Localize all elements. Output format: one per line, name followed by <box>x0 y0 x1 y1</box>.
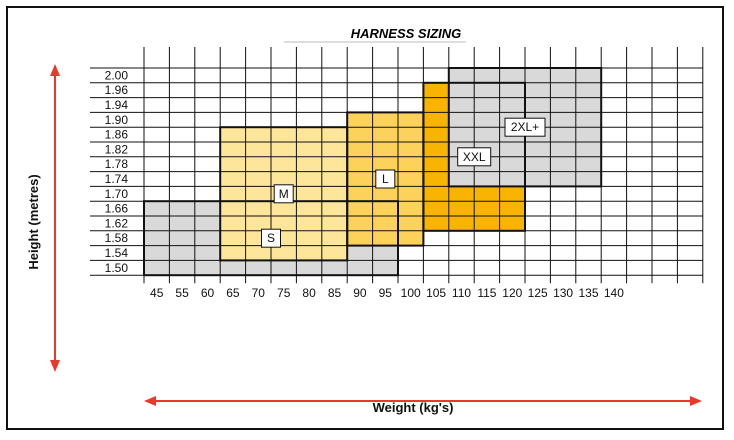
y-tick-label: 1.94 <box>105 98 129 112</box>
x-tick-label: 130 <box>553 286 573 300</box>
x-tick-label: 135 <box>578 286 598 300</box>
y-tick-label: 1.74 <box>105 172 129 186</box>
y-tick-label: 2.00 <box>105 68 129 82</box>
y-tick-label: 1.66 <box>105 202 129 216</box>
size-labels: S M L XXL 2XL+ <box>261 117 546 248</box>
x-tick-label: 100 <box>401 286 421 300</box>
x-axis-arrow <box>144 396 702 406</box>
y-axis-arrow <box>50 64 60 372</box>
y-tick-label: 1.78 <box>105 157 129 171</box>
y-tick-label: 1.70 <box>105 187 129 201</box>
x-tick-label: 140 <box>604 286 624 300</box>
grid-lines <box>90 47 704 284</box>
x-tick-label: 105 <box>426 286 446 300</box>
y-tick-label: 1.96 <box>105 83 129 97</box>
x-tick-label: 115 <box>477 286 496 300</box>
x-tick-label: 55 <box>175 286 189 300</box>
x-tick-label: 85 <box>328 286 342 300</box>
svg-text:L: L <box>382 172 389 186</box>
size-label-xxl: XXL <box>457 147 492 167</box>
size-label-l: L <box>375 169 396 189</box>
tick-labels: 2.001.961.941.901.861.821.781.741.701.66… <box>105 68 625 300</box>
x-tick-label: 110 <box>452 286 471 300</box>
y-tick-label: 1.58 <box>105 231 129 245</box>
x-tick-label: 60 <box>201 286 215 300</box>
y-tick-label: 1.82 <box>105 142 129 156</box>
x-axis-title: Weight (kg's) <box>373 400 454 415</box>
x-tick-label: 70 <box>252 286 266 300</box>
svg-text:S: S <box>267 231 275 245</box>
size-label-m: M <box>273 184 294 204</box>
y-tick-label: 1.90 <box>105 113 129 127</box>
svg-text:XXL: XXL <box>463 150 486 164</box>
y-tick-label: 1.62 <box>105 216 129 230</box>
svg-text:2XL+: 2XL+ <box>511 120 539 134</box>
x-tick-label: 65 <box>226 286 240 300</box>
x-tick-label: 125 <box>528 286 548 300</box>
size-label-2xl-plus: 2XL+ <box>504 117 546 137</box>
y-tick-label: 1.86 <box>105 128 129 142</box>
x-tick-label: 120 <box>502 286 522 300</box>
y-tick-label: 1.54 <box>105 246 129 260</box>
size-outline-s <box>143 200 399 277</box>
chart-title: HARNESS SIZING <box>351 26 462 41</box>
x-tick-label: 95 <box>379 286 393 300</box>
y-axis-title: Height (metres) <box>26 174 41 269</box>
y-tick-label: 1.50 <box>105 261 129 275</box>
size-outline-xxl <box>422 81 526 232</box>
x-tick-label: 75 <box>277 286 291 300</box>
chart-frame <box>6 6 724 430</box>
size-outlines <box>143 67 603 277</box>
svg-text:M: M <box>279 187 289 201</box>
x-tick-label: 80 <box>302 286 316 300</box>
x-tick-label: 90 <box>353 286 367 300</box>
size-outline-2xl-plus <box>447 67 603 188</box>
size-label-s: S <box>261 228 281 248</box>
x-tick-label: 45 <box>150 286 164 300</box>
